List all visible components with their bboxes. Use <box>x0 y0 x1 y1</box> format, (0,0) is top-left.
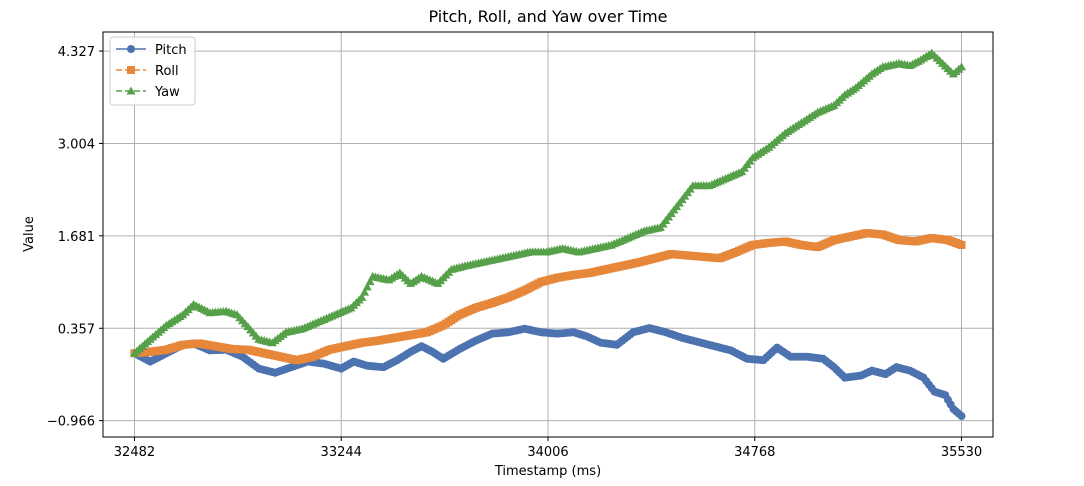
y-tick-label: 4.327 <box>58 45 95 60</box>
x-tick-label: 35530 <box>941 445 982 460</box>
x-tick-label: 32482 <box>114 445 155 460</box>
yaw-marker <box>365 277 375 286</box>
pitch-series <box>130 324 966 421</box>
x-axis-title: Timestamp (ms) <box>494 464 601 479</box>
series-layer <box>129 48 967 421</box>
x-tick-label: 33244 <box>321 445 362 460</box>
grid <box>103 32 993 437</box>
yaw-marker <box>357 292 367 301</box>
x-tick-label: 34768 <box>734 445 775 460</box>
yaw-marker <box>362 282 372 291</box>
roll-series <box>130 229 966 365</box>
chart-title: Pitch, Roll, and Yaw over Time <box>428 7 667 26</box>
yaw-marker <box>957 62 967 71</box>
y-tick-label: 1.681 <box>58 230 95 245</box>
pitch-marker <box>957 412 966 421</box>
y-tick-label: −0.966 <box>47 415 95 430</box>
legend-yaw-label: Yaw <box>154 85 180 100</box>
legend-roll-marker <box>127 66 135 74</box>
ticks: 32482 33244 34006 34768 35530 −0.966 0.357 1.68… <box>47 45 982 460</box>
legend-yaw-marker <box>126 86 136 95</box>
legend-pitch-label: Pitch <box>155 43 187 58</box>
roll-marker <box>957 240 966 249</box>
legend-roll-label: Roll <box>155 64 179 79</box>
y-tick-label: 0.357 <box>58 322 95 337</box>
legend-pitch-marker <box>127 45 135 53</box>
legend: Pitch Roll Yaw <box>109 36 196 106</box>
y-tick-label: 3.004 <box>58 137 95 152</box>
yaw-marker <box>360 287 370 296</box>
yaw-series <box>129 48 967 357</box>
y-axis-title: Value <box>22 216 37 252</box>
x-tick-label: 34006 <box>527 445 568 460</box>
